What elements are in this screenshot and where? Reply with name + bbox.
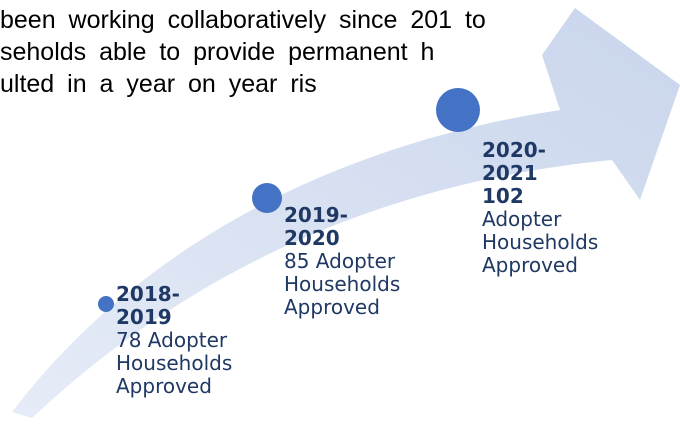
milestone-line: Approved bbox=[116, 374, 212, 398]
milestone-line: Households bbox=[284, 272, 401, 296]
paragraph-line: been working collaboratively since 201 t… bbox=[0, 6, 486, 34]
milestone-count-label: Adopter bbox=[482, 207, 562, 231]
milestone-marker bbox=[252, 183, 282, 213]
milestone-label: 2019-2020 85 Adopter Households Approved bbox=[284, 204, 400, 319]
milestone-line: Approved bbox=[482, 253, 578, 277]
milestone-count-label: Adopter bbox=[141, 328, 228, 352]
milestone-count: 78 bbox=[116, 328, 142, 352]
milestone-line: Households bbox=[116, 351, 233, 375]
milestone-count-label: Adopter bbox=[309, 249, 396, 273]
milestone-marker bbox=[436, 88, 480, 132]
milestone-label: 2018-2019 78 Adopter Households Approved bbox=[116, 283, 232, 398]
milestone-marker bbox=[98, 296, 114, 312]
milestone-line: Approved bbox=[284, 295, 380, 319]
milestone-period: 2020-2021 bbox=[482, 138, 546, 185]
milestone-period: 2018-2019 bbox=[116, 282, 180, 329]
milestone-label: 2020-2021 102 Adopter Households Approve… bbox=[482, 139, 598, 277]
paragraph-line: seholds able to provide permanent h bbox=[0, 38, 435, 66]
paragraph-line: ulted in a year on year ris bbox=[0, 70, 317, 98]
milestone-period: 2019-2020 bbox=[284, 203, 348, 250]
milestone-line: Households bbox=[482, 230, 599, 254]
milestone-count: 85 bbox=[284, 249, 310, 273]
milestone-count: 102 bbox=[482, 184, 524, 208]
